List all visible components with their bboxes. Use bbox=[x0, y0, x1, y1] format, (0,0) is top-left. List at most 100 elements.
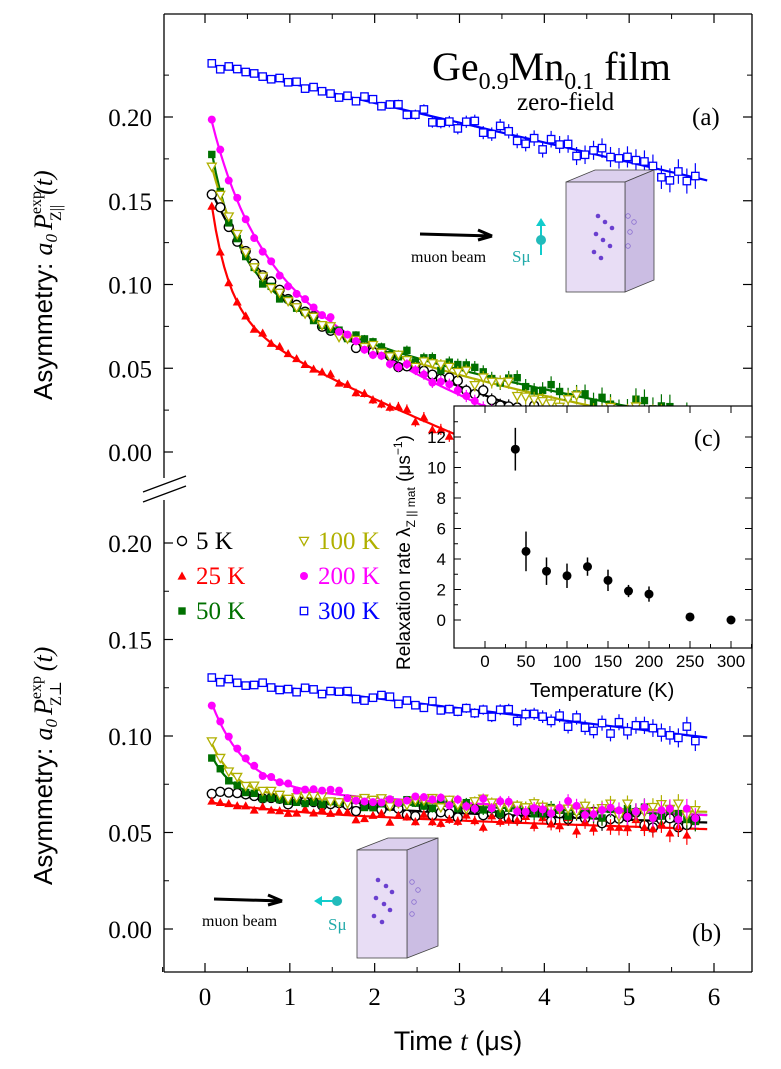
data-point-25-K bbox=[368, 395, 378, 404]
data-point-300-K bbox=[258, 72, 268, 81]
data-point-50-K bbox=[250, 789, 258, 798]
data-point-25-K bbox=[283, 808, 293, 817]
data-point-100-K bbox=[443, 795, 455, 806]
data-point-300-K bbox=[411, 700, 420, 710]
inset-x-tick-label: 300 bbox=[717, 652, 745, 671]
data-point-25-K bbox=[419, 809, 429, 818]
spin-label-b: Sμ bbox=[328, 915, 347, 934]
data-point-200-K bbox=[284, 779, 293, 788]
data-point-300-K bbox=[343, 686, 352, 696]
data-point-300-K bbox=[317, 689, 327, 699]
data-point-100-K bbox=[257, 786, 269, 797]
data-point-25-K bbox=[232, 297, 242, 306]
data-point-300-K bbox=[597, 718, 607, 728]
data-point-300-K bbox=[657, 172, 666, 182]
data-point-25-K bbox=[504, 815, 514, 824]
data-point-200-K bbox=[377, 798, 386, 807]
inset-y-tick-label: 6 bbox=[437, 520, 446, 539]
data-point-200-K bbox=[360, 797, 369, 806]
data-point-100-K bbox=[240, 248, 252, 259]
data-point-25-K bbox=[478, 822, 488, 831]
data-point-50-K bbox=[538, 386, 547, 394]
data-point-200-K bbox=[530, 804, 539, 813]
data-point-300-K bbox=[597, 143, 607, 153]
data-point-100-K bbox=[672, 799, 684, 810]
data-point-25-K bbox=[385, 817, 395, 826]
y-tick-label: 0.05 bbox=[108, 356, 152, 383]
data-point-300-K bbox=[436, 706, 446, 715]
data-point-300-K bbox=[690, 171, 700, 181]
data-point-200-K bbox=[496, 797, 505, 806]
data-point-25-K bbox=[444, 431, 454, 440]
data-point-300-K bbox=[529, 709, 539, 719]
data-point-100-K bbox=[435, 360, 447, 371]
data-point-25-K bbox=[283, 349, 293, 358]
data-point-25-K bbox=[512, 815, 522, 824]
data-point-50-K bbox=[521, 382, 530, 391]
data-point-25-K bbox=[343, 379, 353, 388]
data-point-300-K bbox=[207, 58, 217, 68]
data-point-50-K bbox=[403, 346, 411, 355]
data-point-100-K bbox=[274, 790, 286, 801]
data-point-25-K bbox=[359, 814, 369, 823]
data-point-50-K bbox=[640, 396, 649, 405]
data-point-100-K bbox=[520, 392, 532, 403]
data-point-300-K bbox=[241, 67, 251, 77]
data-point-100-K bbox=[307, 312, 320, 323]
data-point-200-K bbox=[402, 796, 411, 805]
data-point-25-K bbox=[639, 822, 649, 832]
data-point-300-K bbox=[538, 712, 547, 722]
data-point-300-K bbox=[623, 726, 632, 736]
data-point-100-K bbox=[435, 803, 447, 814]
data-point-100-K bbox=[265, 786, 277, 797]
data-point-300-K bbox=[504, 126, 514, 136]
data-point-300-K bbox=[589, 726, 598, 736]
data-point-25-K bbox=[351, 388, 361, 397]
data-point-300-K bbox=[258, 678, 268, 688]
data-point-300-K bbox=[563, 722, 573, 732]
inset-y-tick-label: 12 bbox=[427, 428, 446, 447]
data-point-300-K bbox=[215, 64, 225, 74]
data-point-200-K bbox=[267, 257, 276, 266]
data-point-300-K bbox=[538, 145, 547, 154]
data-point-5-K bbox=[232, 787, 243, 799]
legend-marker bbox=[299, 606, 309, 616]
data-point-300-K bbox=[580, 150, 590, 160]
data-point-25-K bbox=[292, 354, 302, 363]
data-point-300-K bbox=[232, 678, 242, 688]
data-point-50-K bbox=[225, 777, 233, 785]
data-point-300-K bbox=[249, 69, 259, 78]
inset-y-tick-label: 2 bbox=[437, 581, 446, 600]
data-point-50-K bbox=[479, 806, 487, 814]
panel-a-subtitle: zero-field bbox=[517, 89, 615, 116]
data-point-25-K bbox=[606, 822, 616, 831]
data-point-300-K bbox=[461, 117, 471, 127]
data-point-200-K bbox=[640, 803, 649, 812]
data-point-200-K bbox=[207, 115, 216, 124]
data-point-25-K bbox=[351, 815, 361, 824]
data-point-200-K bbox=[479, 794, 488, 803]
data-point-300-K bbox=[563, 139, 573, 149]
data-point-100-K bbox=[545, 399, 557, 410]
data-point-200-K bbox=[301, 785, 310, 794]
data-point-200-K bbox=[258, 247, 267, 256]
data-point-300-K bbox=[478, 128, 488, 137]
data-point-50-K bbox=[428, 354, 437, 362]
data-point-200-K bbox=[453, 386, 462, 395]
axes: 0.00 0.05 0.10 0.15 0.20 0.00 0.05 0.10 0.15 0.20… bbox=[108, 14, 752, 1011]
data-point-25-K bbox=[300, 804, 310, 813]
data-point-25-K bbox=[317, 367, 327, 376]
data-point-300-K bbox=[606, 729, 615, 738]
data-point-25-K bbox=[215, 247, 225, 256]
data-point-200-K bbox=[445, 380, 454, 389]
data-point-100-K bbox=[214, 190, 226, 201]
data-point-100-K bbox=[443, 362, 455, 373]
data-point-200-K bbox=[368, 350, 377, 359]
inset-data-point bbox=[644, 589, 654, 599]
legend-label: 300 K bbox=[318, 598, 380, 625]
data-point-50-K bbox=[225, 219, 233, 227]
panel-b-ylabel: Asymmetry: a0Pexp Z⊥(t) bbox=[28, 647, 65, 885]
data-point-200-K bbox=[335, 786, 344, 795]
data-point-300-K bbox=[495, 705, 505, 715]
data-point-200-K bbox=[428, 795, 437, 804]
